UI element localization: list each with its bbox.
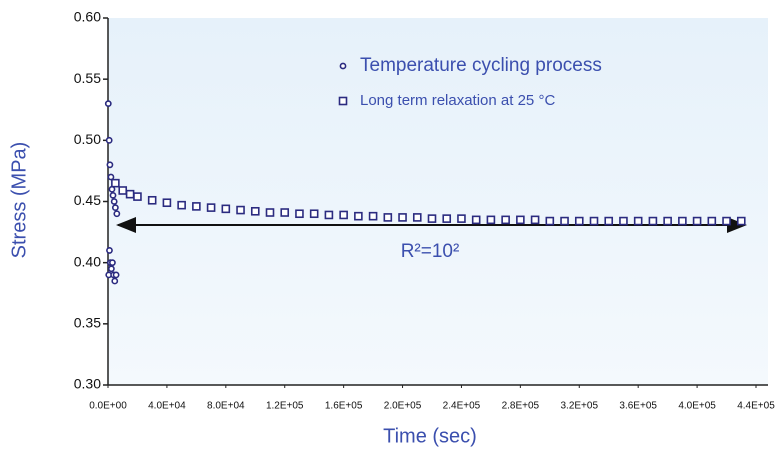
data-point bbox=[722, 216, 731, 226]
data-point bbox=[309, 209, 319, 219]
data-point bbox=[354, 211, 363, 221]
legend-label: Long term relaxation at 25 °C bbox=[360, 92, 555, 109]
x-tick-label: 3.2E+05 bbox=[560, 401, 598, 412]
data-point bbox=[663, 216, 672, 226]
data-point bbox=[109, 191, 117, 199]
data-point bbox=[501, 215, 510, 225]
data-point bbox=[604, 216, 614, 226]
y-tick-label: 0.50 bbox=[74, 131, 101, 147]
data-point bbox=[398, 213, 407, 222]
data-point bbox=[177, 200, 186, 210]
data-point bbox=[111, 277, 119, 285]
data-point bbox=[707, 216, 717, 226]
y-tick-label: 0.60 bbox=[74, 9, 101, 25]
data-point bbox=[471, 215, 481, 225]
x-tick-label: 8.0E+04 bbox=[207, 401, 245, 412]
data-point bbox=[107, 265, 115, 273]
data-point bbox=[133, 192, 142, 201]
x-axis-label: Time (sec) bbox=[383, 425, 477, 447]
data-point bbox=[530, 215, 540, 225]
data-point bbox=[574, 216, 584, 226]
data-point bbox=[206, 203, 216, 212]
data-point bbox=[560, 216, 569, 226]
y-tick-label: 0.40 bbox=[74, 253, 101, 269]
x-tick-label: 2.0E+05 bbox=[384, 401, 422, 412]
data-point bbox=[265, 208, 275, 217]
data-point bbox=[111, 178, 120, 188]
y-tick-label: 0.30 bbox=[74, 376, 101, 392]
x-tick-label: 0.0E+00 bbox=[89, 401, 127, 412]
y-axis-label: Stress (MPa) bbox=[8, 142, 30, 259]
data-point bbox=[412, 213, 422, 222]
data-point bbox=[107, 173, 115, 181]
x-tick-label: 3.6E+05 bbox=[619, 401, 657, 412]
data-point bbox=[339, 210, 348, 220]
data-point bbox=[106, 247, 113, 254]
data-point bbox=[486, 215, 496, 225]
data-point bbox=[192, 202, 201, 211]
data-point bbox=[368, 211, 378, 221]
data-point bbox=[427, 214, 437, 223]
data-point bbox=[162, 198, 172, 208]
data-point bbox=[324, 210, 334, 220]
y-tick-label: 0.55 bbox=[74, 70, 101, 86]
data-point bbox=[105, 136, 113, 144]
data-point bbox=[648, 216, 658, 226]
data-point bbox=[633, 216, 643, 226]
y-tick-label: 0.45 bbox=[74, 192, 101, 208]
data-point bbox=[250, 206, 260, 216]
data-point bbox=[118, 186, 128, 195]
data-point bbox=[113, 210, 121, 218]
x-tick-label: 4.0E+05 bbox=[678, 401, 716, 412]
annotation: R²=10² bbox=[401, 241, 460, 262]
data-point bbox=[692, 216, 702, 226]
data-point bbox=[236, 205, 245, 215]
data-point bbox=[221, 204, 231, 214]
data-point bbox=[106, 161, 114, 169]
legend-label: Temperature cycling process bbox=[360, 55, 602, 76]
data-point bbox=[516, 215, 525, 225]
plot-background bbox=[108, 18, 768, 385]
data-point bbox=[545, 216, 555, 226]
data-point bbox=[457, 214, 466, 223]
data-point bbox=[280, 208, 290, 217]
legend: Temperature cycling process Long term rel… bbox=[338, 55, 602, 109]
data-point bbox=[109, 259, 116, 267]
data-point bbox=[112, 271, 120, 279]
data-point bbox=[110, 198, 118, 205]
x-tick-label: 4.4E+05 bbox=[737, 401, 775, 412]
x-tick-label: 1.6E+05 bbox=[325, 401, 363, 412]
y-tick-label: 0.35 bbox=[74, 315, 101, 331]
data-point bbox=[678, 216, 687, 226]
data-point bbox=[589, 216, 599, 226]
x-tick-label: 4.0E+04 bbox=[148, 401, 186, 412]
data-point bbox=[295, 209, 304, 219]
data-point bbox=[383, 213, 393, 222]
x-tick-label: 1.2E+05 bbox=[266, 401, 304, 412]
data-point bbox=[111, 204, 119, 212]
data-point bbox=[125, 189, 135, 199]
legend-marker bbox=[339, 62, 347, 70]
data-point bbox=[619, 216, 628, 226]
data-point bbox=[442, 214, 452, 223]
data-point bbox=[736, 216, 746, 226]
x-tick-label: 2.4E+05 bbox=[443, 401, 481, 412]
legend-marker bbox=[338, 96, 348, 106]
data-point bbox=[147, 195, 157, 205]
data-point bbox=[104, 100, 112, 108]
x-tick-label: 2.8E+05 bbox=[502, 401, 540, 412]
